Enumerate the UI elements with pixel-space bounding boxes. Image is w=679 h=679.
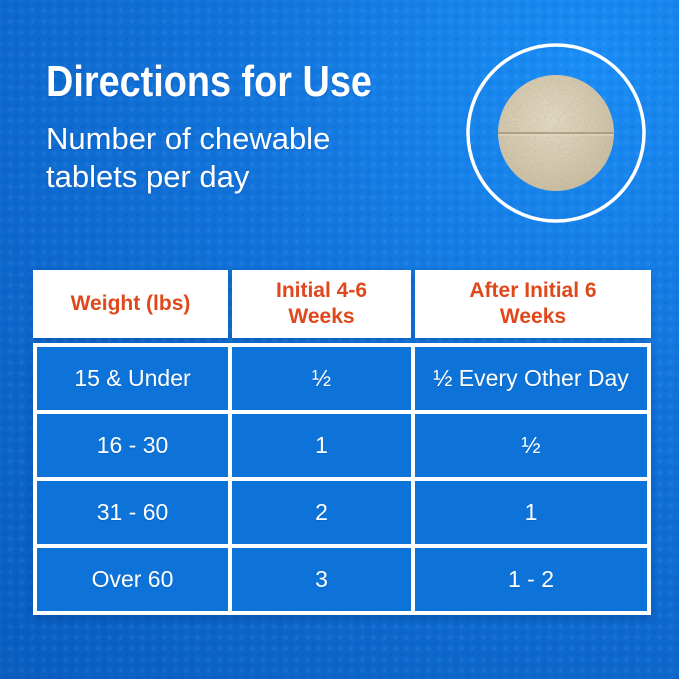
table-cell: 15 & Under — [37, 347, 228, 410]
dosage-table: Weight (lbs) Initial 4-6 Weeks After Ini… — [33, 270, 651, 615]
page-title: Directions for Use — [46, 57, 372, 106]
table-header-row: Weight (lbs) Initial 4-6 Weeks After Ini… — [33, 270, 651, 338]
table-cell: ½ — [415, 414, 647, 477]
table-cell: Over 60 — [37, 548, 228, 611]
header-cell-weight: Weight (lbs) — [33, 270, 228, 338]
table-cell: 2 — [232, 481, 411, 544]
table-cell: 1 — [415, 481, 647, 544]
table-body: 15 & Under ½ ½ Every Other Day 16 - 30 1… — [33, 343, 651, 615]
table-cell: 16 - 30 — [37, 414, 228, 477]
table-cell: 31 - 60 — [37, 481, 228, 544]
table-cell: ½ Every Other Day — [415, 347, 647, 410]
page-subtitle: Number of chewable tablets per day — [46, 121, 331, 195]
table-cell: 1 - 2 — [415, 548, 647, 611]
table-cell: 1 — [232, 414, 411, 477]
tablet-photo-badge — [464, 41, 648, 225]
header-cell-after-initial-weeks: After Initial 6 Weeks — [415, 270, 651, 338]
table-cell: 3 — [232, 548, 411, 611]
header-block: Directions for Use Number of chewable ta… — [46, 57, 446, 196]
table-cell: ½ — [232, 347, 411, 410]
white-ring — [466, 43, 646, 223]
header-cell-initial-weeks: Initial 4-6 Weeks — [232, 270, 411, 338]
chewable-tablet-icon — [466, 43, 646, 223]
